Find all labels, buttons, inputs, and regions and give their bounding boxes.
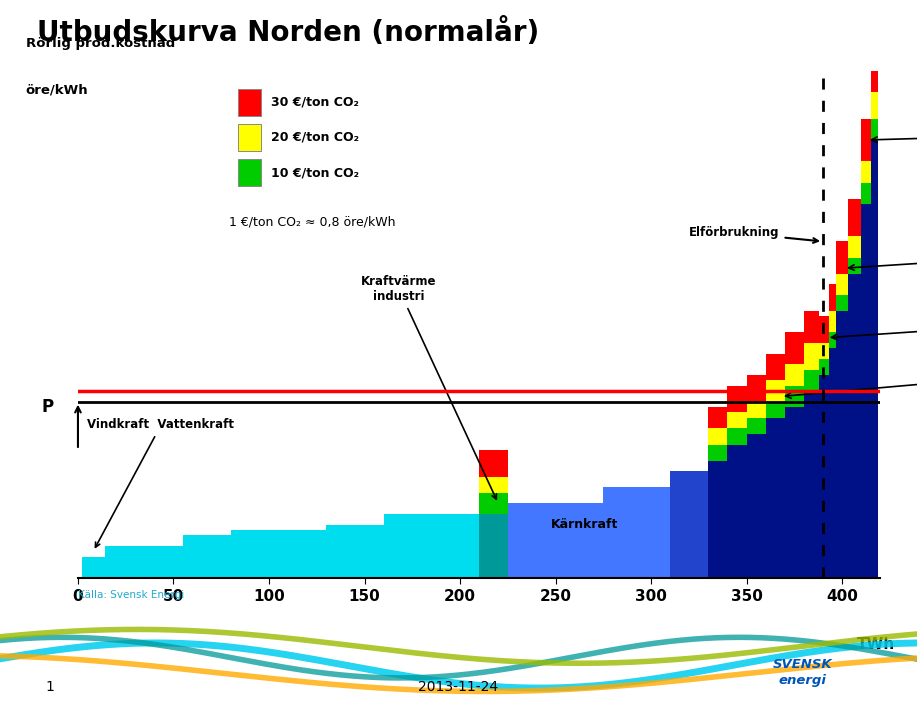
Bar <box>766 402 785 418</box>
Bar <box>603 487 670 578</box>
Bar <box>819 375 829 578</box>
Bar <box>183 535 231 578</box>
Bar <box>766 381 785 402</box>
Bar <box>785 407 804 578</box>
Bar <box>804 343 819 369</box>
Bar <box>829 284 836 311</box>
Bar <box>804 311 819 343</box>
Bar <box>746 434 766 578</box>
Bar <box>709 445 727 460</box>
Bar <box>727 412 746 429</box>
Bar <box>819 359 829 375</box>
Text: Kärnkraft: Kärnkraft <box>550 518 618 531</box>
Bar <box>861 183 871 204</box>
Bar <box>861 204 871 578</box>
Bar <box>804 369 819 391</box>
Text: 10 €/ton CO₂: 10 €/ton CO₂ <box>271 166 359 179</box>
Bar <box>709 460 727 578</box>
Bar <box>819 317 829 343</box>
Bar <box>479 450 508 477</box>
Bar <box>804 391 819 578</box>
Text: 30 €/ton CO₂: 30 €/ton CO₂ <box>271 96 359 109</box>
Text: TWh: TWh <box>857 637 896 652</box>
Bar <box>848 236 861 257</box>
Bar <box>709 407 727 429</box>
Text: Rörlig prod.kostnad: Rörlig prod.kostnad <box>26 37 175 50</box>
Bar <box>670 471 709 578</box>
Text: SVENSK
energi: SVENSK energi <box>772 658 833 687</box>
Bar <box>231 530 326 578</box>
Bar <box>871 140 878 578</box>
Bar <box>829 311 836 332</box>
Bar <box>105 546 183 578</box>
Bar <box>727 445 746 578</box>
Bar <box>871 92 878 118</box>
Bar <box>819 343 829 359</box>
Bar <box>861 161 871 183</box>
Bar <box>746 402 766 418</box>
Bar <box>727 429 746 445</box>
Bar <box>848 274 861 578</box>
Text: 20 €/ton CO₂: 20 €/ton CO₂ <box>271 131 359 144</box>
Bar <box>766 354 785 381</box>
Bar <box>82 557 105 578</box>
Bar <box>871 118 878 140</box>
Bar <box>848 199 861 236</box>
Bar <box>829 332 836 348</box>
Bar <box>383 514 479 578</box>
Bar <box>871 44 878 92</box>
Bar <box>479 477 508 493</box>
Bar <box>479 493 508 514</box>
Bar <box>836 295 848 311</box>
Bar <box>766 418 785 578</box>
Bar <box>836 242 848 274</box>
Bar <box>709 429 727 445</box>
Bar <box>746 418 766 434</box>
Text: 1 €/ton CO₂ ≈ 0,8 öre/kWh: 1 €/ton CO₂ ≈ 0,8 öre/kWh <box>229 215 396 228</box>
Bar <box>326 525 383 578</box>
Text: öre/kWh: öre/kWh <box>26 83 88 96</box>
Text: Vindkraft  Vattenkraft: Vindkraft Vattenkraft <box>87 419 235 547</box>
Text: P: P <box>41 398 53 416</box>
Bar <box>785 332 804 364</box>
Bar <box>508 503 603 578</box>
Bar <box>785 386 804 407</box>
Text: 2013-11-24: 2013-11-24 <box>418 680 499 694</box>
Bar <box>785 364 804 386</box>
Text: 1: 1 <box>46 680 55 694</box>
Bar <box>829 348 836 578</box>
Text: Kraftvärme
industri: Kraftvärme industri <box>361 275 496 499</box>
Text: Källa: Svensk Energi: Källa: Svensk Energi <box>78 590 184 600</box>
Bar <box>848 257 861 274</box>
Bar <box>836 311 848 578</box>
Bar <box>746 375 766 402</box>
Bar <box>836 274 848 295</box>
Text: Utbudskurva Norden (normalår): Utbudskurva Norden (normalår) <box>37 18 539 47</box>
Bar <box>479 514 508 578</box>
Text: Elförbrukning: Elförbrukning <box>690 226 818 243</box>
Bar <box>861 118 871 161</box>
Bar <box>727 386 746 412</box>
